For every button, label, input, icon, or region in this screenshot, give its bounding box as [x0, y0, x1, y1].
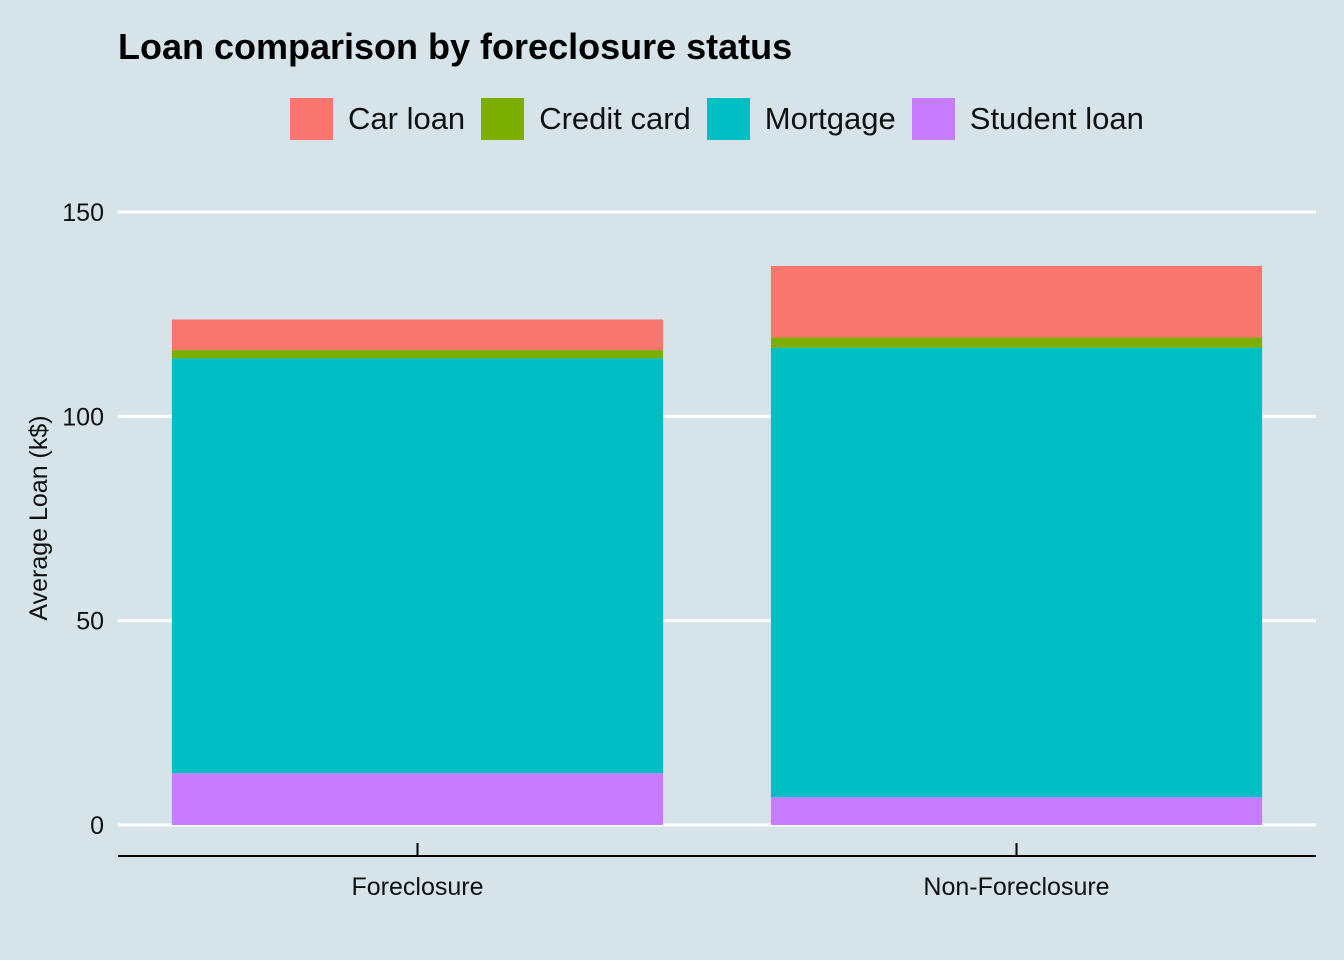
chart-title: Loan comparison by foreclosure status [118, 26, 793, 67]
y-tick-label: 50 [76, 608, 104, 636]
legend-item-mortgage: Mortgage [706, 98, 896, 140]
bar-student-loan-foreclosure [171, 773, 664, 825]
x-tick-label-non-foreclosure: Non-Foreclosure [923, 873, 1109, 901]
legend-swatch-car-loan [290, 98, 333, 140]
bar-mortgage-foreclosure [171, 358, 664, 774]
bar-credit-card-foreclosure [171, 350, 664, 359]
bar-car-loan-non-foreclosure [770, 265, 1263, 338]
legend-swatch-mortgage [706, 98, 750, 140]
legend-label-mortgage: Mortgage [764, 101, 896, 136]
legend-item-car-loan: Car loan [290, 98, 465, 140]
bar-mortgage-non-foreclosure [770, 347, 1263, 798]
axes: 0 50 100 150 Foreclosure Non-Foreclosure [62, 199, 1316, 901]
y-tick-label: 100 [62, 403, 104, 431]
legend: Car loan Credit card Mortgage Student lo… [290, 98, 1160, 140]
legend-label-student-loan: Student loan [969, 101, 1144, 136]
legend-label-car-loan: Car loan [348, 101, 466, 136]
bar-credit-card-non-foreclosure [770, 337, 1263, 348]
legend-item-student-loan: Student loan [911, 98, 1144, 140]
legend-swatch-credit-card [481, 98, 525, 140]
legend-item-credit-card: Credit card [481, 98, 691, 140]
legend-label-credit-card: Credit card [539, 101, 691, 136]
bar-student-loan-non-foreclosure [770, 797, 1263, 825]
legend-swatch-student-loan [911, 98, 955, 140]
y-tick-label: 150 [62, 199, 104, 227]
y-tick-label: 0 [90, 812, 104, 840]
y-axis-title: Average Loan (k$) [25, 415, 53, 620]
bars [171, 265, 1263, 825]
x-tick-label-foreclosure: Foreclosure [352, 873, 484, 901]
bar-car-loan-foreclosure [171, 319, 664, 351]
